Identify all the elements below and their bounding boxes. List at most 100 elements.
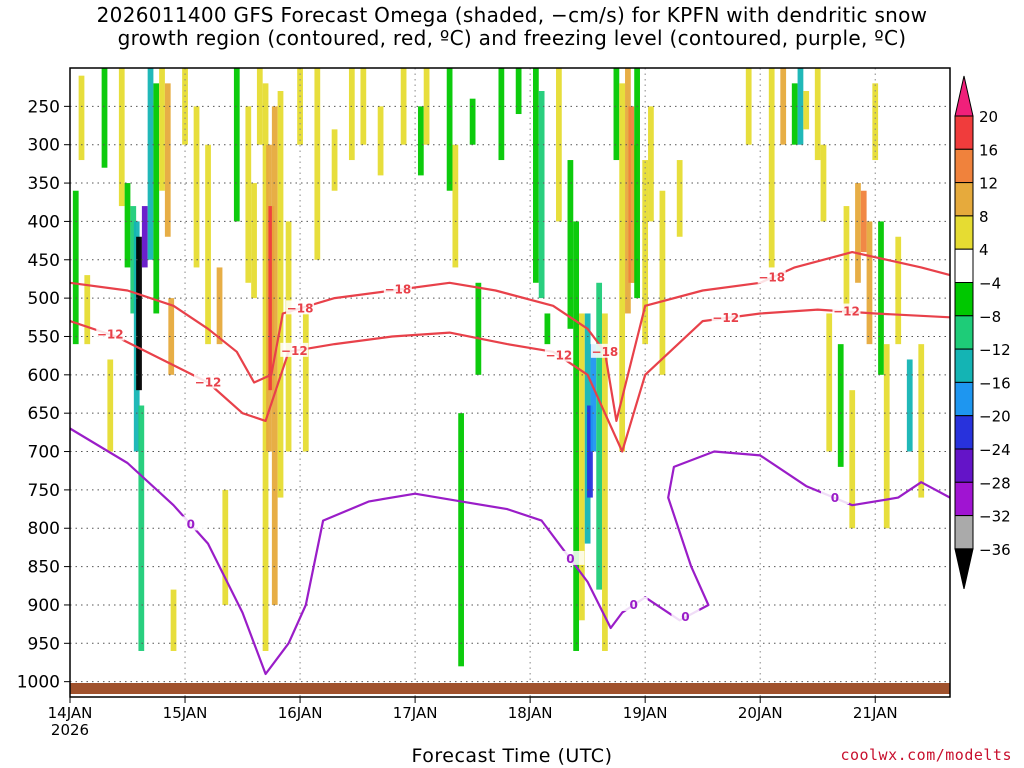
colorbar-label: −20	[979, 408, 1011, 426]
contour-label: 0	[831, 491, 839, 505]
omega-cell	[625, 68, 631, 314]
y-tick-label: 1000	[17, 673, 60, 693]
contour-label-bg	[832, 303, 861, 318]
omega-cell	[814, 68, 821, 161]
omega-cell	[285, 221, 292, 452]
omega-cell	[170, 589, 177, 651]
colorbar-bottom-arrow	[954, 548, 974, 590]
colorbar-label: −28	[979, 474, 1011, 492]
omega-cell	[251, 183, 257, 299]
x-tick-label-line: 16JAN	[278, 704, 323, 722]
omega-cell	[820, 144, 827, 222]
contour-label-bg	[96, 326, 125, 341]
colorbar-label: 12	[979, 175, 998, 193]
omega-cell	[446, 68, 453, 191]
y-tick-label: 500	[28, 289, 60, 309]
y-tick-label: 750	[28, 481, 60, 501]
omega-cell	[458, 413, 464, 667]
omega-cell	[101, 68, 108, 168]
omega-cell	[602, 313, 608, 651]
colorbar-label: −12	[979, 341, 1011, 359]
colorbar-label: 8	[979, 208, 989, 226]
omega-cell	[168, 298, 175, 375]
omega-cell	[222, 489, 229, 605]
omega-cell	[619, 83, 626, 452]
contour-label-bg	[286, 300, 315, 315]
omega-cell	[262, 83, 269, 651]
x-tick-label: 19JAN	[623, 704, 668, 722]
colorbar-label: −32	[979, 508, 1011, 526]
omega-cell	[803, 91, 810, 130]
omega-cell	[515, 68, 522, 115]
omega-cell	[182, 68, 188, 145]
contour-label-bg	[671, 609, 700, 624]
colorbar-swatch	[954, 248, 974, 283]
omega-cell	[587, 405, 593, 498]
omega-cell	[302, 313, 309, 452]
omega-cell	[579, 313, 585, 621]
y-tick-label: 950	[28, 634, 60, 654]
omega-cell	[745, 68, 752, 145]
contour-label-bg	[280, 342, 309, 357]
gridlines	[70, 68, 950, 697]
omega-cell	[245, 106, 252, 283]
omega-cell	[613, 68, 620, 161]
omega-cell	[153, 83, 160, 314]
contour-label-bg	[757, 269, 786, 284]
omega-cell	[533, 68, 539, 283]
credit-text: coolwx.com/modelts	[840, 746, 1012, 764]
x-tick-label: 18JAN	[508, 704, 553, 722]
x-tick-label: 16JAN	[278, 704, 323, 722]
y-tick-label: 650	[28, 404, 60, 424]
y-tick-label: 800	[28, 519, 60, 539]
omega-cell	[590, 344, 597, 452]
colorbar-label: −24	[979, 441, 1011, 459]
colorbar-swatch	[954, 282, 974, 317]
colorbar-swatch	[954, 215, 974, 250]
contour-label-bg	[711, 310, 740, 325]
contour-label: −12	[281, 344, 308, 358]
contours: −18 −18 −18 −18 −12 −12 −12 −12 −12 −12 0 0 0 0 0	[69, 251, 951, 676]
omega-cell	[780, 68, 787, 145]
y-tick-label: 700	[28, 443, 60, 463]
omega-cell	[797, 68, 804, 145]
chart-title: 2026011400 GFS Forecast Omega (shaded, −…	[96, 3, 928, 50]
contour-label: 0	[187, 517, 195, 531]
omega-cell	[417, 106, 424, 176]
x-axis-label: Forecast Time (UTC)	[411, 745, 613, 767]
omega-cell	[205, 144, 211, 345]
omega-cell	[498, 68, 505, 161]
y-tick-label: 250	[28, 97, 60, 117]
omega-cell	[878, 221, 884, 375]
contour-label-bg	[590, 343, 619, 358]
y-tick-label: 550	[28, 327, 60, 347]
colorbar-label: −8	[979, 308, 1001, 326]
x-tick-label-line: 20JAN	[738, 704, 783, 722]
omega-cell	[544, 313, 551, 345]
colorbar-label: −36	[979, 541, 1011, 559]
omega-cell	[124, 183, 131, 268]
x-tick-label: 15JAN	[163, 704, 208, 722]
omega-cell	[233, 68, 240, 222]
omega-shading	[72, 68, 925, 667]
omega-cell	[556, 68, 562, 222]
contour-label-bg	[194, 374, 223, 389]
omega-cell	[377, 106, 384, 176]
colorbar-swatch	[954, 182, 974, 217]
colorbar-swatch	[954, 148, 974, 184]
x-tick-label-line: 15JAN	[163, 704, 208, 722]
omega-cell	[630, 144, 637, 283]
omega-cell	[78, 75, 85, 161]
omega-cell	[573, 221, 580, 651]
omega-cell	[659, 190, 666, 375]
omega-cell	[475, 282, 482, 375]
contour-label: −18	[384, 283, 411, 297]
contour-label-bg	[820, 490, 849, 505]
colorbar-top-arrow	[954, 75, 974, 117]
omega-cell	[826, 313, 833, 452]
x-axis: 14JAN 2026 15JAN 16JAN 17JAN 18JAN 19JAN 20JAN 2…	[48, 697, 898, 739]
colorbar-label: 16	[979, 141, 998, 159]
omega-cell	[118, 68, 125, 207]
contour-dgz_minus12	[69, 308, 951, 453]
omega-cell	[469, 98, 476, 145]
